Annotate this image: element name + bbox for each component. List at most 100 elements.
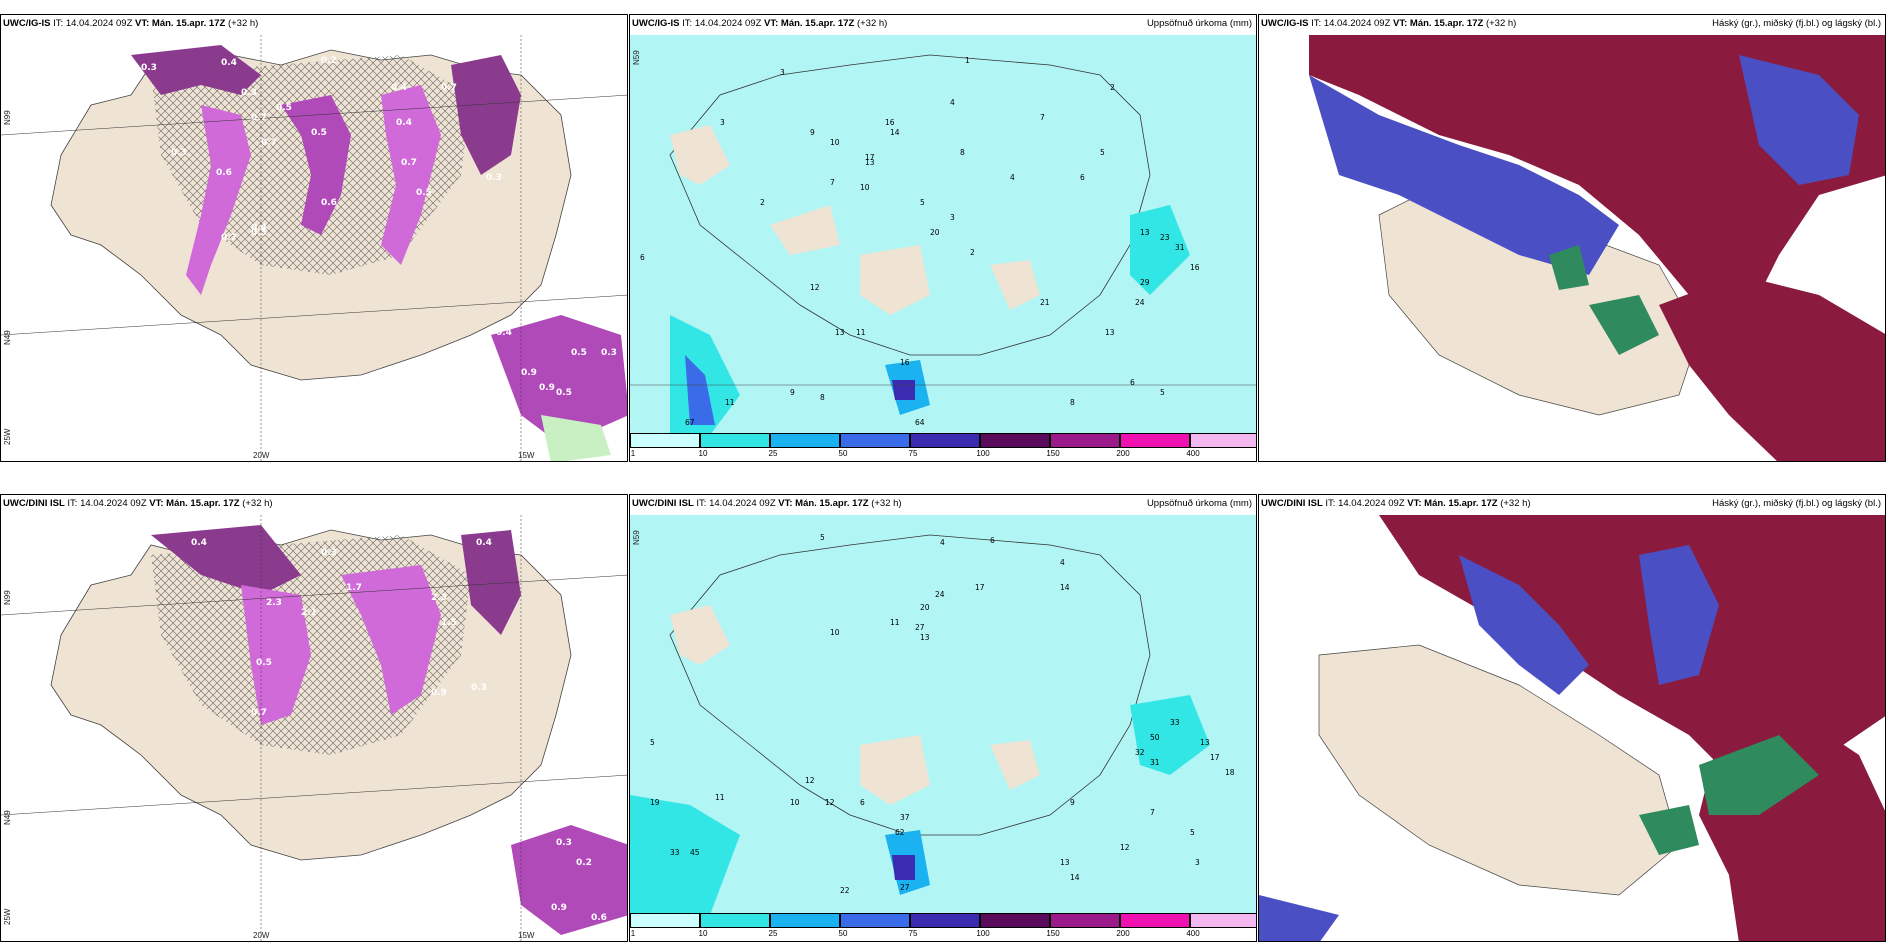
value-label: 27 — [915, 623, 925, 632]
value-label: 11 — [890, 618, 900, 627]
panel-header: UWC/IG-IS IT: 14.04.2024 09Z VT: Mán. 15… — [630, 15, 1256, 33]
value-label: 14 — [890, 128, 900, 137]
value-label: 9 — [810, 128, 815, 137]
value-label: 4 — [950, 98, 955, 107]
it-label: IT: — [696, 498, 707, 509]
value-label: 0.5 — [556, 388, 572, 398]
value-label: 9 — [790, 388, 795, 397]
value-label: 0.6 — [216, 168, 232, 178]
vt-label: VT: — [1407, 498, 1422, 509]
colorbar-seg-3 — [840, 433, 910, 448]
value-label: 1 — [965, 56, 970, 65]
lead-time: (+32 h) — [856, 18, 888, 29]
value-label: 11 — [725, 398, 735, 407]
vt-label: VT: — [135, 18, 150, 29]
panel-header: UWC/DINI ISL IT: 14.04.2024 09Z VT: Mán.… — [1, 495, 627, 513]
colorbar-tick: 75 — [908, 929, 918, 938]
value-label: 29 — [1140, 278, 1150, 287]
lon-label: 15W — [518, 451, 535, 460]
map-clouds-bottom — [1259, 515, 1885, 941]
colorbar-seg-6 — [1050, 913, 1120, 928]
model-name: UWC/DINI ISL — [3, 498, 65, 509]
it-label: IT: — [67, 498, 78, 509]
lon-label: 20W — [253, 451, 270, 460]
value-label: 17 — [975, 583, 985, 592]
panel-top-right-clouds: UWC/IG-IS IT: 14.04.2024 09Z VT: Mán. 15… — [1258, 14, 1886, 462]
colorbar-seg-4 — [910, 913, 980, 928]
colorbar-seg-8 — [1190, 433, 1256, 448]
colorbar-tick: 10 — [698, 929, 708, 938]
value-label: 0.9 — [521, 368, 537, 378]
value-label: 50 — [1150, 733, 1160, 742]
value-label: 9 — [1070, 798, 1075, 807]
colorbar-tick: 400 — [1186, 449, 1200, 458]
value-label: 0.3 — [141, 63, 157, 73]
it-value: 14.04.2024 09Z — [1338, 498, 1405, 509]
colorbar-seg-1 — [700, 433, 770, 448]
colorbar-tick: 100 — [976, 449, 990, 458]
value-label: 0.4 — [251, 223, 267, 233]
it-value: 14.04.2024 09Z — [694, 18, 762, 29]
value-label: 1.7 — [346, 583, 362, 593]
value-label: 7 — [1150, 808, 1155, 817]
lead-time: (+32 h) — [871, 498, 902, 509]
colorbar-tick: 150 — [1046, 449, 1060, 458]
value-label: 0.4 — [391, 83, 407, 93]
value-label: 10 — [790, 798, 800, 807]
colorbar-seg-2 — [770, 433, 840, 448]
it-label: IT: — [53, 18, 64, 29]
lead-time: (+32 h) — [242, 498, 273, 509]
lead-time: (+32 h) — [227, 18, 259, 29]
vt-value: Mán. 15.apr. 17Z — [166, 498, 240, 509]
it-value: 14.04.2024 09Z — [80, 498, 147, 509]
value-label: 0.3 — [486, 173, 502, 183]
map-clouds-top — [1259, 35, 1885, 461]
panel-title: Háský (gr.), miðský (fj.bl.) og lágský (… — [1712, 498, 1881, 509]
value-label: 21 — [1040, 298, 1050, 307]
value-label: 0.7 — [251, 113, 267, 123]
value-label: 13 — [1140, 228, 1150, 237]
value-label: 24 — [935, 590, 945, 599]
value-label: 0.7 — [221, 233, 237, 243]
value-label: 33 — [1170, 718, 1180, 727]
vt-value: Mán. 15.apr. 17Z — [1424, 498, 1498, 509]
value-label: 20 — [930, 228, 940, 237]
colorbar-tick: 400 — [1186, 929, 1200, 938]
value-label: 5 — [820, 533, 825, 542]
value-label: 6 — [1080, 173, 1085, 182]
panel-header: UWC/DINI ISL IT: 14.04.2024 09Z VT: Mán.… — [1259, 495, 1885, 513]
panel-header: UWC/DINI ISL IT: 14.04.2024 09Z VT: Mán.… — [630, 495, 1256, 513]
value-label: 0.3 — [171, 148, 187, 158]
lead-time: (+32 h) — [1485, 18, 1517, 29]
value-label: 0.7 — [401, 158, 417, 168]
model-name: UWC/IG-IS — [1261, 18, 1309, 29]
value-label: 0.6 — [591, 913, 607, 923]
colorbar-seg-2 — [770, 913, 840, 928]
value-label: 17 — [865, 153, 875, 162]
map-snow-bottom: 0.4 0.3 0.4 2.3 2.1 1.7 2.3 1.5 0.5 0.7 … — [1, 515, 627, 941]
vt-value: Mán. 15.apr. 17Z — [151, 18, 226, 29]
value-label: 10 — [830, 628, 840, 637]
value-label: 6 — [990, 536, 995, 545]
it-value: 14.04.2024 09Z — [65, 18, 133, 29]
lat-label: N99 — [3, 110, 12, 125]
panel-bottom-mid-precip: UWC/DINI ISL IT: 14.04.2024 09Z VT: Mán.… — [629, 494, 1257, 942]
colorbar-seg-7 — [1120, 433, 1190, 448]
value-label: 2 — [760, 198, 765, 207]
colorbar-tick: 25 — [768, 929, 778, 938]
vt-value: Mán. 15.apr. 17Z — [780, 18, 855, 29]
value-label: 4 — [940, 538, 945, 547]
panel-title: Háský (gr.), miðský (fj.bl.) og lágský (… — [1712, 18, 1881, 29]
value-label: 0.5 — [256, 658, 272, 668]
it-label: IT: — [1311, 18, 1322, 29]
value-label: 24 — [1135, 298, 1145, 307]
value-label: 7 — [1040, 113, 1045, 122]
value-label: 13 — [1200, 738, 1210, 747]
model-name: UWC/IG-IS — [3, 18, 51, 29]
colorbar-tick: 25 — [768, 449, 778, 458]
lat-label: N49 — [3, 330, 12, 345]
colorbar-seg-1 — [700, 913, 770, 928]
colorbar-tick: 10 — [698, 449, 708, 458]
map-precip-bottom: 5 4 6 4 14 20 24 17 11 13 10 27 12 6 9 7… — [630, 515, 1256, 915]
panel-top-left-snow: UWC/IG-IS IT: 14.04.2024 09Z VT: Mán. 15… — [0, 14, 628, 462]
